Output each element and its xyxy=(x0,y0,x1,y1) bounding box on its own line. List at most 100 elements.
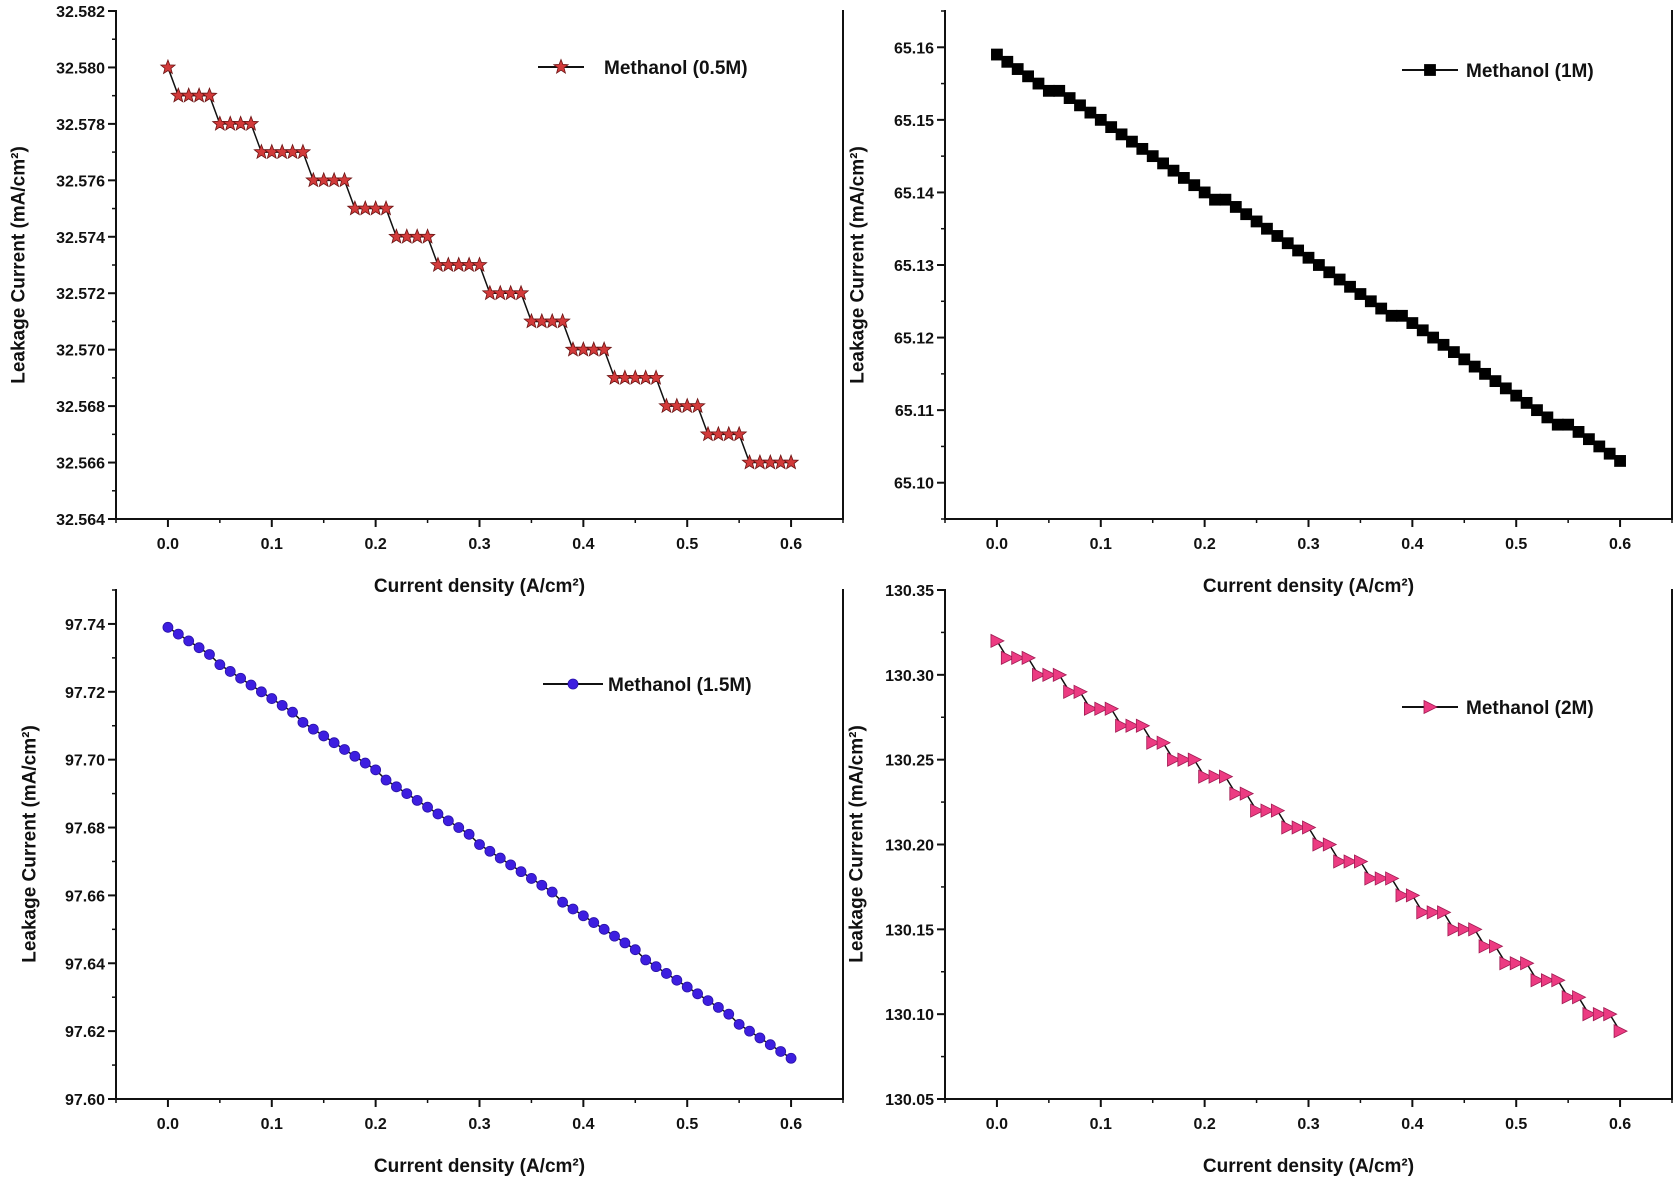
data-point-marker xyxy=(1011,63,1024,75)
legend-marker xyxy=(552,58,570,74)
data-point-marker xyxy=(1437,905,1452,920)
data-point-marker xyxy=(526,873,537,884)
data-point-marker xyxy=(1188,179,1201,192)
data-point-marker xyxy=(276,699,288,711)
data-point-marker xyxy=(1115,128,1128,141)
data-point-marker xyxy=(1489,375,1502,388)
y-tick-label: 32.564 xyxy=(56,512,105,529)
data-point-marker xyxy=(442,815,454,827)
data-point-marker xyxy=(1375,302,1388,315)
data-point-marker xyxy=(411,794,423,806)
data-point-marker xyxy=(380,774,392,786)
data-point-marker xyxy=(1406,317,1419,329)
data-point-marker xyxy=(730,425,748,442)
y-tick-label: 65.15 xyxy=(894,113,934,130)
data-point-marker xyxy=(1457,922,1473,937)
data-point-marker xyxy=(1146,150,1159,163)
data-point-marker xyxy=(723,1008,735,1020)
data-point-marker xyxy=(1198,186,1211,199)
data-point-marker xyxy=(1022,70,1034,83)
data-point-marker xyxy=(1354,288,1367,300)
data-point-marker xyxy=(1219,193,1232,206)
x-tick-label: 0.5 xyxy=(676,1116,698,1133)
data-point-marker xyxy=(1291,820,1307,835)
data-point-marker xyxy=(1468,922,1483,937)
y-tick-label: 97.74 xyxy=(65,617,105,634)
data-point-marker xyxy=(1084,701,1099,716)
x-axis-label: Current density (A/cm²) xyxy=(1203,1156,1414,1177)
legend-marker xyxy=(1424,64,1436,76)
data-point-marker xyxy=(1551,418,1564,431)
data-point-marker xyxy=(391,781,402,793)
data-point-marker xyxy=(1593,440,1606,453)
x-tick-label: 0.2 xyxy=(365,536,387,553)
chart-panel-3: 0.0 0.1 0.2 0.3 0.4 0.5 0.6 97.60 97.62 97.64 97.6… xyxy=(20,589,844,1177)
data-point-marker xyxy=(1603,1007,1618,1022)
y-tick-label: 32.568 xyxy=(56,399,105,416)
y-tick-label: 65.13 xyxy=(894,258,934,275)
data-point-marker xyxy=(1042,84,1055,97)
x-tick-label: 0.1 xyxy=(1090,1116,1112,1133)
data-point-marker xyxy=(557,896,568,908)
data-point-marker xyxy=(1125,718,1140,733)
data-point-marker xyxy=(1468,360,1481,373)
data-point-marker xyxy=(512,284,530,301)
data-point-marker xyxy=(1510,389,1523,402)
data-point-marker xyxy=(1281,237,1294,250)
data-point-marker xyxy=(1364,295,1377,308)
x-axis-label: Current density (A/cm²) xyxy=(374,576,585,597)
data-point-marker xyxy=(1208,769,1223,784)
data-point-marker xyxy=(785,1052,797,1064)
data-point-marker xyxy=(1364,871,1379,886)
data-point-marker xyxy=(1405,888,1421,903)
data-point-marker xyxy=(1583,433,1595,446)
data-point-marker xyxy=(1094,701,1109,716)
chart-panel-1: 0.0 0.1 0.2 0.3 0.4 0.5 0.6 32.564 32.566 32.568 3… xyxy=(9,4,844,597)
y-tick-label: 65.12 xyxy=(894,331,934,348)
legend-label: Methanol (1.5M) xyxy=(608,675,752,696)
data-point-marker xyxy=(471,256,488,272)
data-point-marker xyxy=(1592,1007,1608,1022)
data-point-marker xyxy=(297,716,309,728)
data-point-marker xyxy=(1136,142,1149,155)
y-tick-label: 97.72 xyxy=(65,685,105,702)
y-axis-label: Leakage Current (mA/cm²) xyxy=(9,146,30,384)
x-tick-label: 0.4 xyxy=(1401,1116,1423,1133)
x-tick-label: 0.5 xyxy=(1505,1116,1527,1133)
y-tick-label: 32.580 xyxy=(56,60,105,77)
data-point-marker xyxy=(515,866,527,878)
legend-marker xyxy=(567,678,579,690)
data-point-marker xyxy=(1074,99,1086,112)
data-point-marker xyxy=(266,693,278,704)
data-point-marker xyxy=(619,937,631,949)
data-point-marker xyxy=(162,621,174,633)
data-point-marker xyxy=(370,764,382,776)
data-point-marker xyxy=(1478,939,1493,954)
data-point-marker xyxy=(1250,215,1263,228)
data-point-marker xyxy=(318,730,330,742)
data-point-marker xyxy=(1603,447,1616,460)
data-point-marker xyxy=(1000,650,1016,666)
y-axis-label: Leakage Current (mA/cm²) xyxy=(847,725,868,963)
data-point-marker xyxy=(328,737,340,749)
data-point-marker xyxy=(1479,367,1491,380)
data-point-marker xyxy=(577,910,589,922)
data-point-marker xyxy=(287,706,298,718)
data-point-marker xyxy=(1302,251,1315,264)
x-tick-label: 0.1 xyxy=(261,536,283,553)
data-point-marker xyxy=(1021,650,1036,666)
x-tick-label: 0.0 xyxy=(986,1116,1008,1133)
data-point-marker xyxy=(1135,718,1151,733)
data-point-marker xyxy=(1167,164,1180,177)
y-tick-label: 130.15 xyxy=(885,922,934,939)
data-point-marker xyxy=(484,845,496,857)
data-point-marker xyxy=(1531,404,1543,417)
data-point-marker xyxy=(505,859,517,871)
data-point-marker xyxy=(1063,684,1078,699)
data-point-marker xyxy=(453,822,465,833)
x-tick-label: 0.6 xyxy=(1609,1116,1631,1133)
data-point-marker xyxy=(692,988,703,1000)
y-tick-label: 130.10 xyxy=(885,1007,934,1024)
data-point-marker xyxy=(546,886,558,898)
data-series xyxy=(991,48,1626,467)
